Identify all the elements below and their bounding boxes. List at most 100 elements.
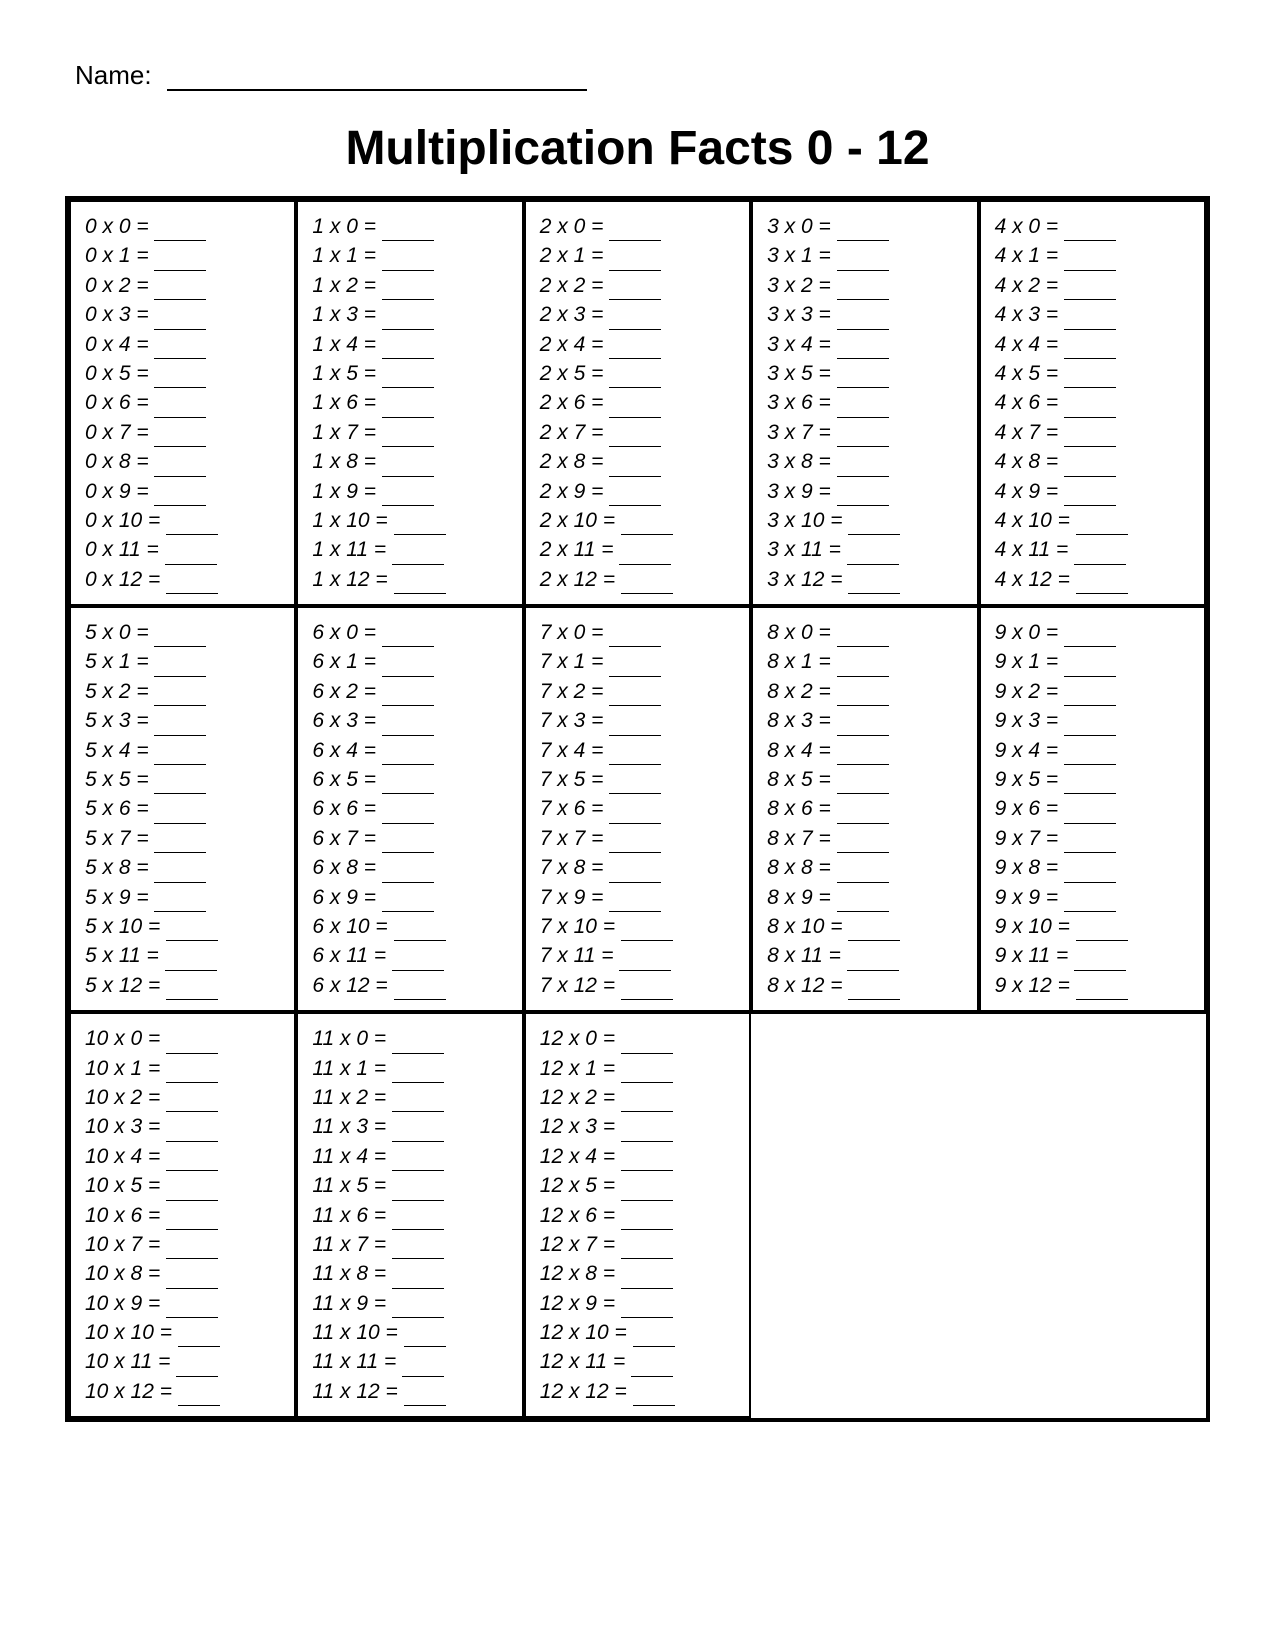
problem: 9 x 6 = bbox=[995, 794, 1194, 823]
problem: 9 x 1 = bbox=[995, 647, 1194, 676]
answer-blank[interactable] bbox=[1076, 999, 1128, 1000]
problem: 8 x 4 = bbox=[767, 736, 966, 765]
answer-blank[interactable] bbox=[621, 999, 673, 1000]
problem-text: 12 x 4 = bbox=[540, 1145, 621, 1168]
problem-text: 10 x 1 = bbox=[85, 1057, 166, 1080]
problem: 7 x 6 = bbox=[540, 794, 739, 823]
problem: 11 x 9 = bbox=[312, 1289, 511, 1318]
problem-text: 5 x 2 = bbox=[85, 680, 154, 703]
problem: 1 x 10 = bbox=[312, 506, 511, 535]
answer-blank[interactable] bbox=[848, 999, 900, 1000]
problem: 8 x 7 = bbox=[767, 824, 966, 853]
problem: 5 x 3 = bbox=[85, 706, 284, 735]
problem: 4 x 5 = bbox=[995, 359, 1194, 388]
problem-text: 11 x 11 = bbox=[312, 1350, 402, 1373]
answer-blank[interactable] bbox=[394, 593, 446, 594]
problem-text: 6 x 6 = bbox=[312, 797, 381, 820]
problem: 12 x 5 = bbox=[540, 1171, 739, 1200]
problem-text: 1 x 1 = bbox=[312, 244, 381, 267]
problem-text: 1 x 4 = bbox=[312, 333, 381, 356]
problem-text: 12 x 12 = bbox=[540, 1380, 633, 1403]
answer-blank[interactable] bbox=[178, 1405, 220, 1406]
problem-text: 3 x 4 = bbox=[767, 333, 836, 356]
answer-blank[interactable] bbox=[1076, 593, 1128, 594]
problem: 9 x 4 = bbox=[995, 736, 1194, 765]
problem-text: 12 x 7 = bbox=[540, 1233, 621, 1256]
grid-cell-10: 10 x 0 = 10 x 1 = 10 x 2 = 10 x 3 = 10 x… bbox=[69, 1012, 296, 1418]
answer-blank[interactable] bbox=[394, 999, 446, 1000]
problem-text: 11 x 3 = bbox=[312, 1115, 392, 1138]
problem-text: 12 x 0 = bbox=[540, 1027, 621, 1050]
problem: 0 x 5 = bbox=[85, 359, 284, 388]
grid-cell-9: 9 x 0 = 9 x 1 = 9 x 2 = 9 x 3 = 9 x 4 = … bbox=[979, 606, 1206, 1012]
problem-text: 6 x 8 = bbox=[312, 856, 381, 879]
problem-text: 11 x 6 = bbox=[312, 1204, 392, 1227]
problem-text: 3 x 12 = bbox=[767, 568, 848, 591]
grid-row: 0 x 0 = 0 x 1 = 0 x 2 = 0 x 3 = 0 x 4 = … bbox=[69, 200, 1206, 606]
problem: 1 x 1 = bbox=[312, 241, 511, 270]
problem-text: 3 x 9 = bbox=[767, 480, 836, 503]
answer-blank[interactable] bbox=[404, 1405, 446, 1406]
problem-text: 4 x 9 = bbox=[995, 480, 1064, 503]
problem: 11 x 3 = bbox=[312, 1112, 511, 1141]
problem: 9 x 2 = bbox=[995, 677, 1194, 706]
problem: 2 x 12 = bbox=[540, 565, 739, 594]
grid-row: 5 x 0 = 5 x 1 = 5 x 2 = 5 x 3 = 5 x 4 = … bbox=[69, 606, 1206, 1012]
problem-text: 12 x 1 = bbox=[540, 1057, 621, 1080]
problem-text: 6 x 3 = bbox=[312, 709, 381, 732]
grid-cell-4: 4 x 0 = 4 x 1 = 4 x 2 = 4 x 3 = 4 x 4 = … bbox=[979, 200, 1206, 606]
problem-text: 7 x 0 = bbox=[540, 621, 609, 644]
problem: 5 x 5 = bbox=[85, 765, 284, 794]
problem-text: 9 x 3 = bbox=[995, 709, 1064, 732]
problem: 5 x 1 = bbox=[85, 647, 284, 676]
problem-text: 3 x 2 = bbox=[767, 274, 836, 297]
problem: 0 x 0 = bbox=[85, 212, 284, 241]
problem: 9 x 8 = bbox=[995, 853, 1194, 882]
problem: 10 x 3 = bbox=[85, 1112, 284, 1141]
grid-cell-empty bbox=[979, 1012, 1206, 1418]
problem-text: 8 x 12 = bbox=[767, 974, 848, 997]
answer-blank[interactable] bbox=[621, 593, 673, 594]
problem: 7 x 11 = bbox=[540, 941, 739, 970]
problem-text: 5 x 12 = bbox=[85, 974, 166, 997]
problem-text: 6 x 10 = bbox=[312, 915, 393, 938]
problem: 4 x 12 = bbox=[995, 565, 1194, 594]
problem-text: 8 x 8 = bbox=[767, 856, 836, 879]
problem-text: 11 x 2 = bbox=[312, 1086, 392, 1109]
grid-cell-11: 11 x 0 = 11 x 1 = 11 x 2 = 11 x 3 = 11 x… bbox=[296, 1012, 523, 1418]
answer-blank[interactable] bbox=[166, 999, 218, 1000]
problem: 7 x 1 = bbox=[540, 647, 739, 676]
problem: 6 x 0 = bbox=[312, 618, 511, 647]
problem-text: 2 x 5 = bbox=[540, 362, 609, 385]
problem-text: 8 x 9 = bbox=[767, 886, 836, 909]
problem: 11 x 10 = bbox=[312, 1318, 511, 1347]
problem: 6 x 12 = bbox=[312, 971, 511, 1000]
problem: 12 x 1 = bbox=[540, 1054, 739, 1083]
problem: 6 x 11 = bbox=[312, 941, 511, 970]
name-blank[interactable] bbox=[167, 89, 587, 91]
problem: 8 x 9 = bbox=[767, 883, 966, 912]
problem: 5 x 10 = bbox=[85, 912, 284, 941]
answer-blank[interactable] bbox=[633, 1405, 675, 1406]
answer-blank[interactable] bbox=[848, 593, 900, 594]
problem: 7 x 10 = bbox=[540, 912, 739, 941]
problem-text: 1 x 9 = bbox=[312, 480, 381, 503]
problem-text: 7 x 10 = bbox=[540, 915, 621, 938]
problem: 8 x 10 = bbox=[767, 912, 966, 941]
problem: 4 x 7 = bbox=[995, 418, 1194, 447]
problem-text: 11 x 7 = bbox=[312, 1233, 392, 1256]
problem-text: 12 x 5 = bbox=[540, 1174, 621, 1197]
problem-text: 2 x 12 = bbox=[540, 568, 621, 591]
problem-text: 10 x 11 = bbox=[85, 1350, 176, 1373]
problem: 11 x 8 = bbox=[312, 1259, 511, 1288]
problem-text: 9 x 4 = bbox=[995, 739, 1064, 762]
problem: 9 x 12 = bbox=[995, 971, 1194, 1000]
problem: 8 x 6 = bbox=[767, 794, 966, 823]
problem: 12 x 11 = bbox=[540, 1347, 739, 1376]
problem-text: 0 x 9 = bbox=[85, 480, 154, 503]
grid-cell-12: 12 x 0 = 12 x 1 = 12 x 2 = 12 x 3 = 12 x… bbox=[524, 1012, 751, 1418]
problem: 0 x 10 = bbox=[85, 506, 284, 535]
grid-cell-empty bbox=[751, 1012, 978, 1418]
problem: 7 x 7 = bbox=[540, 824, 739, 853]
answer-blank[interactable] bbox=[166, 593, 218, 594]
